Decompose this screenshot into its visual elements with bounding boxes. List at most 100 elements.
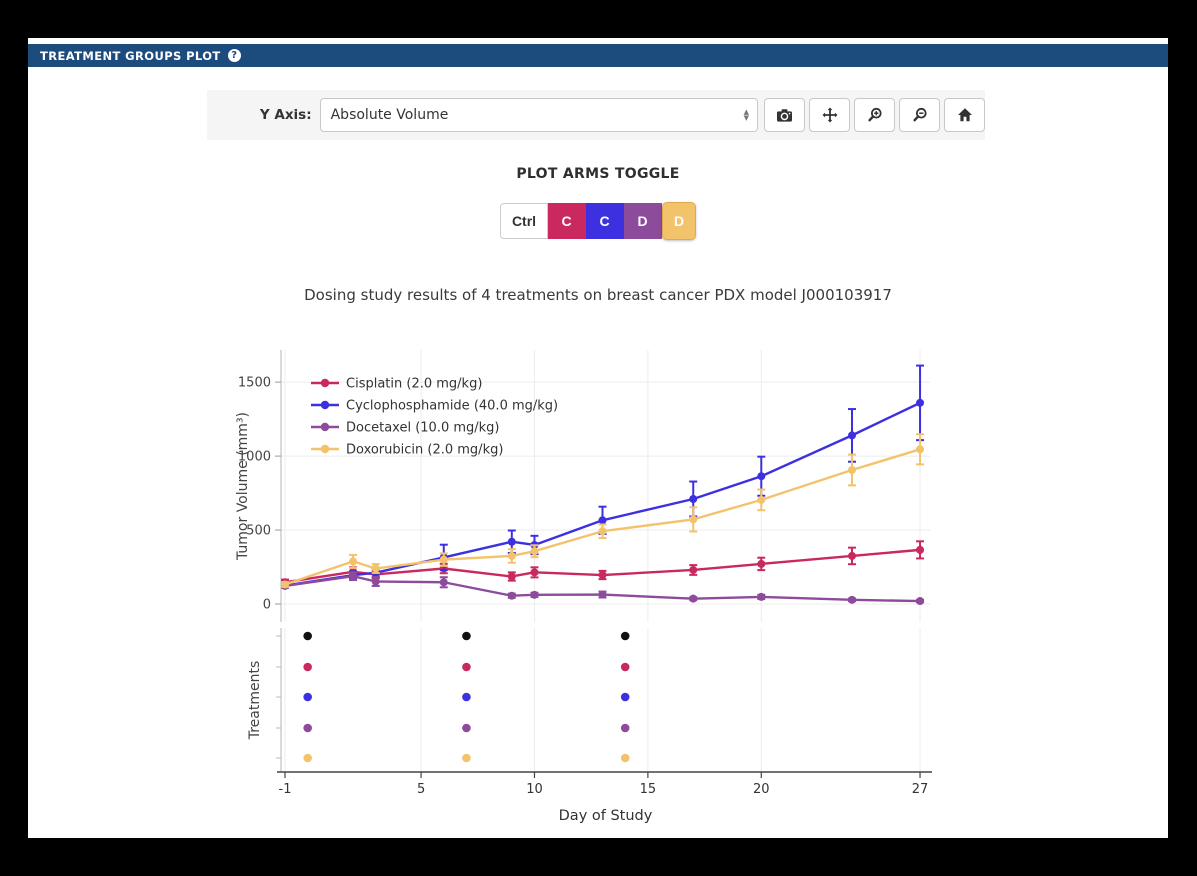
dose-dot-doxorubicin [462, 753, 471, 763]
zoom-out-icon [912, 107, 927, 122]
data-point [507, 551, 516, 560]
dose-dot-control [620, 631, 630, 641]
treatments-axis-title: Treatments [247, 661, 263, 741]
data-point [848, 431, 856, 440]
legend-item[interactable]: Doxorubicin (2.0 mg/kg) [311, 443, 503, 458]
x-tick-label: 15 [640, 782, 657, 797]
arm-button-doxorubicin[interactable]: D [662, 202, 696, 240]
dose-dot-doxorubicin [620, 753, 630, 763]
legend-item[interactable]: Cyclophosphamide (40.0 mg/kg) [311, 399, 558, 414]
home-button[interactable] [944, 98, 985, 132]
dose-dot-doxorubicin [303, 753, 312, 763]
pan-button[interactable] [809, 98, 850, 132]
data-point [598, 571, 607, 580]
data-point [916, 445, 925, 454]
data-point [848, 595, 856, 604]
data-point [530, 547, 539, 556]
y-axis-selected-value: Absolute Volume [330, 107, 449, 123]
data-point [598, 516, 607, 525]
modebar [764, 98, 985, 132]
data-point [757, 472, 766, 481]
series-4 [281, 433, 925, 589]
data-point [689, 565, 698, 574]
y-axis-title: Tumor Volume (mm³) [235, 412, 251, 561]
data-point [689, 594, 698, 603]
legend: Cisplatin (2.0 mg/kg) Cyclophosphamide (4… [311, 377, 558, 458]
legend-item[interactable]: Docetaxel (10.0 mg/kg) [311, 421, 500, 436]
panel-title: TREATMENT GROUPS PLOT [40, 48, 221, 63]
data-point [507, 572, 516, 581]
x-axis-title: Day of Study [559, 808, 653, 824]
dose-dot-cisplatin [303, 662, 312, 672]
y-tick-label: 0 [263, 598, 271, 613]
dose-dot-cyclophosphamide [620, 692, 630, 702]
data-point [689, 515, 698, 524]
help-icon[interactable]: ? [227, 49, 241, 62]
plot-arms-toggle-group: Ctrl C C D D [28, 202, 1168, 240]
dose-dot-docetaxel [462, 723, 471, 733]
legend-label: Cisplatin (2.0 mg/kg) [346, 377, 482, 392]
data-point [281, 580, 289, 589]
legend-label: Docetaxel (10.0 mg/kg) [346, 421, 500, 436]
data-point [530, 590, 539, 599]
zoom-out-button[interactable] [899, 98, 940, 132]
chart-title: Dosing study results of 4 treatments on … [304, 286, 892, 304]
dose-dot-docetaxel [620, 723, 630, 733]
data-point [916, 398, 925, 407]
zoom-in-icon [867, 107, 882, 122]
dose-dot-cyclophosphamide [303, 692, 312, 702]
zoom-in-button[interactable] [854, 98, 895, 132]
data-point [530, 568, 539, 577]
y-tick-label: 1500 [238, 376, 271, 391]
plot-arms-toggle-title: PLOT ARMS TOGGLE [516, 166, 680, 182]
legend-marker [320, 378, 330, 388]
legend-label: Cyclophosphamide (40.0 mg/kg) [346, 399, 558, 414]
data-point [848, 466, 856, 475]
x-tick-label: 10 [526, 782, 543, 797]
panel-header: TREATMENT GROUPS PLOT ? [28, 44, 1168, 67]
x-tick-label: 27 [912, 782, 929, 797]
dose-dot-cisplatin [462, 662, 471, 672]
data-point [349, 557, 358, 566]
data-point [507, 537, 516, 546]
home-icon [957, 108, 972, 122]
data-point [439, 578, 448, 587]
x-tick-label: 20 [753, 782, 770, 797]
data-point [757, 495, 766, 504]
arm-button-ctrl[interactable]: Ctrl [500, 203, 548, 239]
legend-label: Doxorubicin (2.0 mg/kg) [346, 443, 503, 458]
legend-item[interactable]: Cisplatin (2.0 mg/kg) [311, 377, 482, 392]
dose-dot-cyclophosphamide [462, 692, 471, 702]
x-tick-label: 5 [417, 782, 425, 797]
arm-button-cisplatin[interactable]: C [548, 203, 586, 239]
data-point [598, 527, 607, 536]
y-tick-label: 1000 [238, 450, 271, 465]
data-point [371, 564, 380, 573]
data-point [848, 551, 856, 560]
x-tick-label: -1 [279, 782, 292, 797]
data-point [598, 590, 607, 599]
plot-toolbar: Y Axis: Absolute Volume ▲ ▼ [207, 90, 985, 140]
dose-dot-cisplatin [620, 662, 630, 672]
arm-button-docetaxel[interactable]: D [624, 203, 662, 239]
select-spinner-icon: ▲ ▼ [743, 108, 749, 122]
legend-marker [320, 444, 330, 454]
legend-marker [320, 422, 330, 432]
chart: 0 500 1000 1500 -1 5 10 15 20 27 Cisplatin (2.0 mg… [235, 350, 932, 824]
y-axis-select[interactable]: Absolute Volume ▲ ▼ [319, 98, 758, 132]
dose-dot-docetaxel [303, 723, 312, 733]
camera-button[interactable] [764, 98, 805, 132]
arm-button-cyclophosphamide[interactable]: C [586, 203, 624, 239]
data-point [916, 597, 925, 606]
camera-icon [777, 108, 792, 122]
data-point [507, 591, 516, 600]
data-point [916, 545, 925, 554]
data-point [439, 555, 448, 564]
legend-marker [320, 400, 330, 410]
data-point [689, 494, 698, 503]
y-tick-label: 500 [246, 524, 271, 539]
data-point [757, 592, 766, 601]
data-point [349, 572, 358, 581]
dose-dot-control [303, 631, 312, 641]
page: TREATMENT GROUPS PLOT ? Y Axis: Absolute… [28, 38, 1168, 838]
